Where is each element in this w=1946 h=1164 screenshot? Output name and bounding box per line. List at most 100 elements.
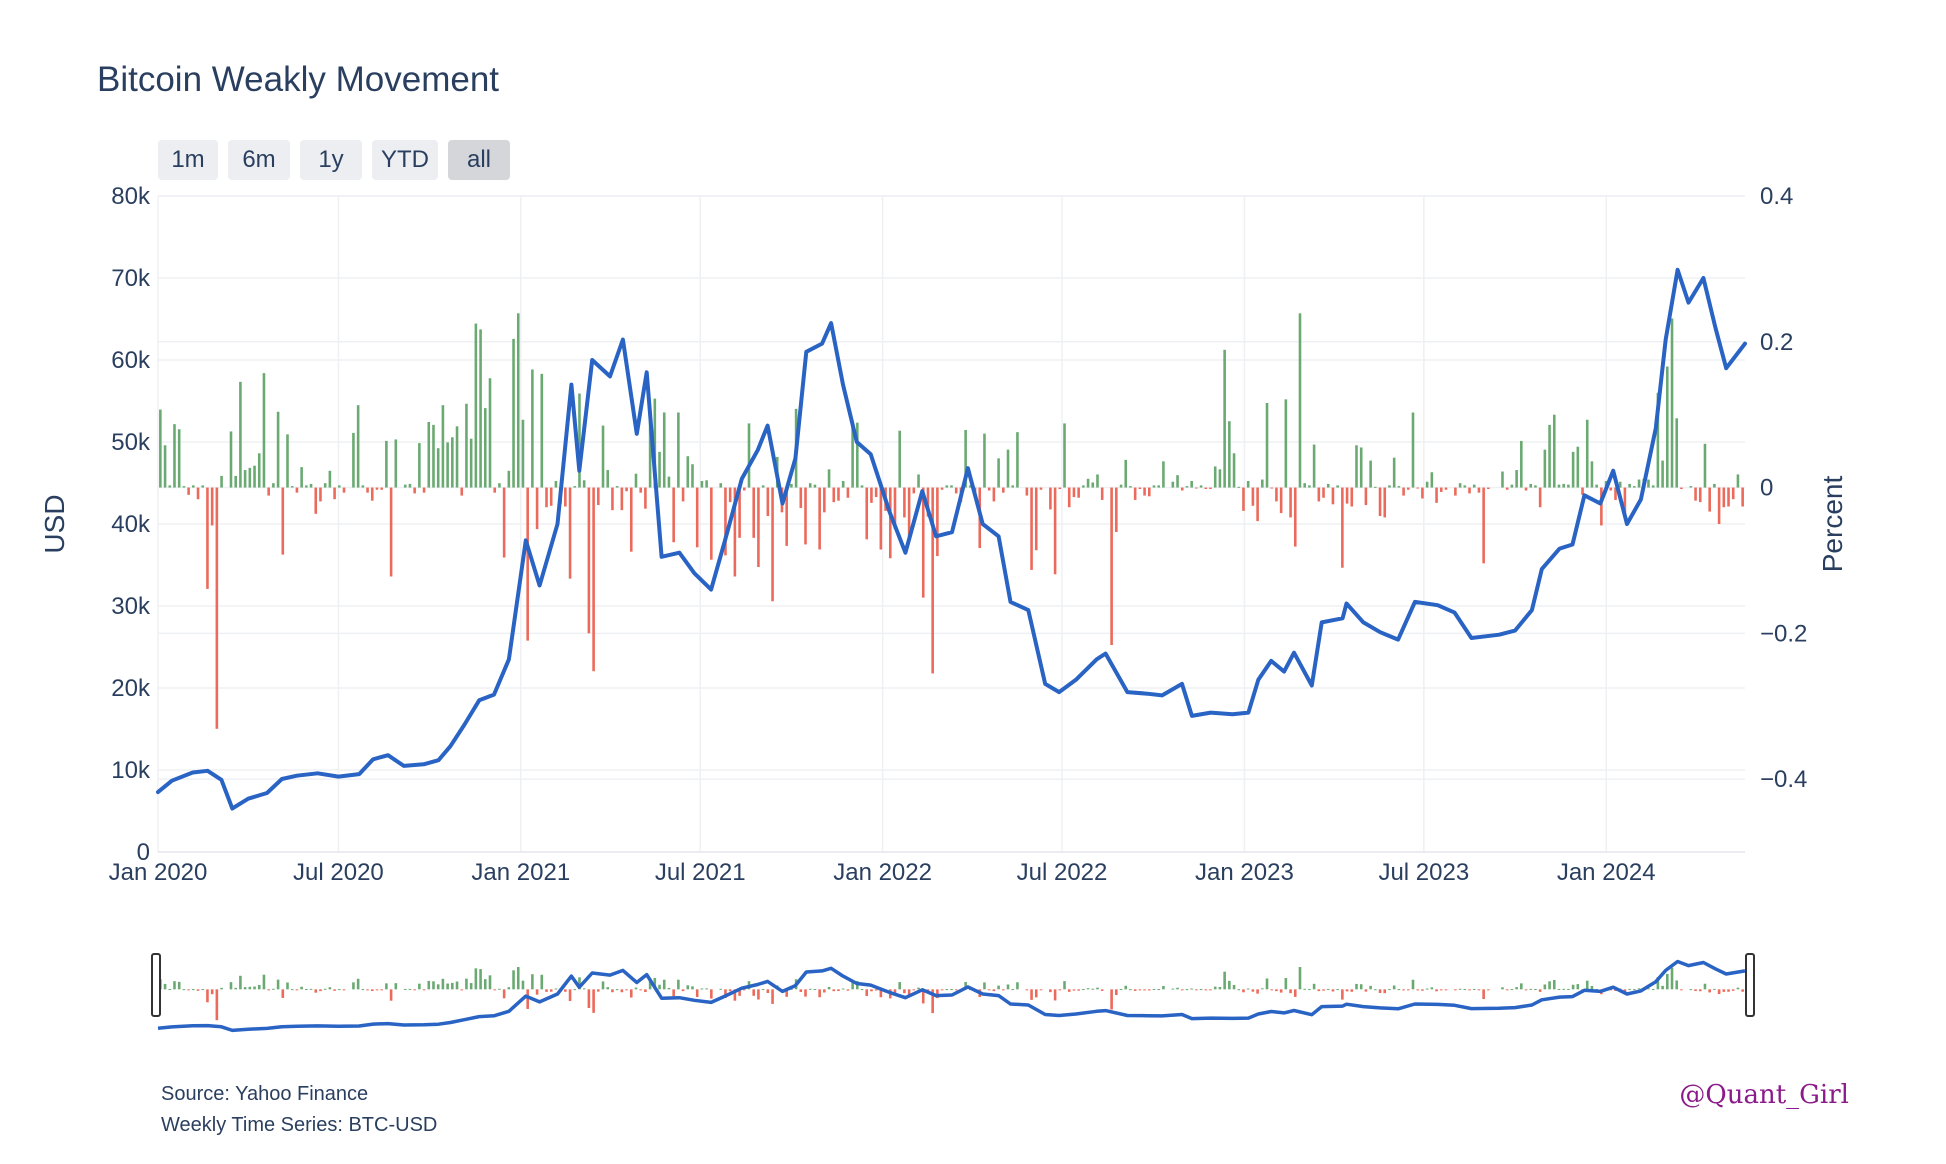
range-button-all[interactable]: all [448,140,510,180]
return-bar [1713,483,1716,488]
mini-return-bar [1505,989,1509,991]
return-bar [1741,487,1744,507]
return-bar [719,483,723,488]
range-button-ytd[interactable]: YTD [372,140,438,180]
mini-return-bar [366,989,369,991]
return-bar [1571,451,1575,488]
mini-return-bar [1204,989,1208,991]
return-bar [903,487,906,518]
mini-return-bar [1454,989,1457,991]
mini-return-bar [1143,989,1146,991]
return-bar [479,329,482,488]
range-button-1y[interactable]: 1y [300,140,362,180]
mini-return-bar [521,980,525,990]
footer-series: Weekly Time Series: BTC-USD [161,1114,438,1136]
mini-return-bar [771,989,774,1004]
mini-return-bar [479,969,482,990]
x-tick-label: Jul 2021 [655,859,746,886]
weekly-return-bars [159,313,1744,729]
return-bar [1265,403,1269,488]
return-bar [540,373,544,488]
range-button-6m[interactable]: 6m [228,140,290,180]
mini-return-bar [757,989,760,1000]
mini-return-bar [827,987,831,990]
return-bar [309,483,313,488]
mini-return-bar [1713,988,1716,990]
mini-return-bar [1303,988,1306,990]
mini-return-bar [870,989,873,992]
range-slider[interactable] [151,950,1755,1040]
return-bar [493,487,497,493]
range-slider-left-handle[interactable] [151,953,161,1017]
mini-return-bar [535,989,539,995]
return-bar [1425,481,1429,488]
return-bar [422,487,426,493]
mini-return-bar [804,989,807,997]
mini-return-bar [234,987,237,990]
mini-return-bar [1129,989,1132,991]
mini-return-bar [667,987,671,990]
mini-return-bar [1435,989,1438,992]
return-bar [1595,484,1598,488]
mini-return-bar [799,989,803,992]
return-bar [658,451,661,488]
mini-return-bar [1223,971,1226,990]
return-bar [408,483,412,488]
mini-return-bar [1110,989,1113,1010]
mini-return-bar [1265,978,1269,990]
return-bar [549,487,553,506]
return-bar [290,486,294,488]
mini-return-bar [1063,981,1066,990]
mini-return-bar [418,983,421,990]
mini-return-bar [1284,978,1288,990]
mini-return-bar [818,989,821,998]
mini-return-bar [945,989,949,991]
return-bar [837,487,840,501]
mini-return-bar [1293,989,1297,997]
mini-return-bar [1727,989,1730,992]
return-bar [790,483,793,488]
return-bar [1147,487,1151,497]
return-bar [823,487,826,513]
mini-return-bar [1468,989,1471,991]
return-bar [662,412,666,488]
mini-return-bar [276,979,280,990]
return-bar [1119,484,1123,488]
return-bar [936,487,939,557]
mini-return-bar [1246,988,1250,990]
mini-return-bar [1039,989,1043,991]
return-bar [168,485,172,488]
mini-return-bar [1157,989,1160,991]
mini-return-bar [385,983,388,990]
mini-return-bar [1425,988,1429,990]
return-bar [1180,487,1184,491]
return-bar [1406,487,1410,490]
mini-return-bar [1383,989,1387,994]
mini-return-bar [1717,989,1721,994]
mini-return-bar [1049,989,1052,993]
return-bar [705,480,708,488]
return-bar [276,411,280,488]
mini-return-bar [644,989,647,993]
return-bar [295,487,299,493]
return-bar [1647,479,1650,488]
mini-return-bar [568,989,572,1001]
return-bar [286,434,289,488]
return-bar [1096,474,1099,488]
range-button-1m[interactable]: 1m [158,140,218,180]
return-bar [220,475,223,488]
return-bar [1633,486,1636,488]
return-bar [545,487,548,508]
return-bar [196,487,200,500]
mini-return-bar [1322,989,1325,991]
return-bar [587,487,591,634]
mini-return-bar [912,989,916,991]
return-bar [163,445,167,488]
right-axis-ticks: −0.4 −0.2 0 0.2 0.4 [1760,183,1807,793]
mini-return-bar [1298,967,1302,990]
return-bar [1670,318,1674,488]
return-bar [1317,487,1321,502]
return-bar [1270,487,1274,489]
range-slider-right-handle[interactable] [1745,953,1755,1017]
